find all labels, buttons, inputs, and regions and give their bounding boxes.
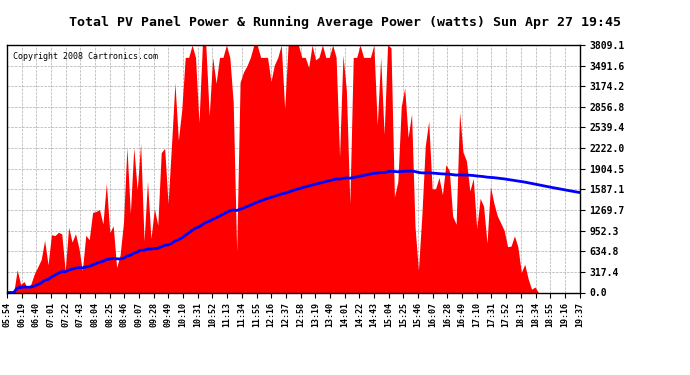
- Text: Copyright 2008 Cartronics.com: Copyright 2008 Cartronics.com: [12, 53, 157, 62]
- Text: Total PV Panel Power & Running Average Power (watts) Sun Apr 27 19:45: Total PV Panel Power & Running Average P…: [69, 16, 621, 29]
